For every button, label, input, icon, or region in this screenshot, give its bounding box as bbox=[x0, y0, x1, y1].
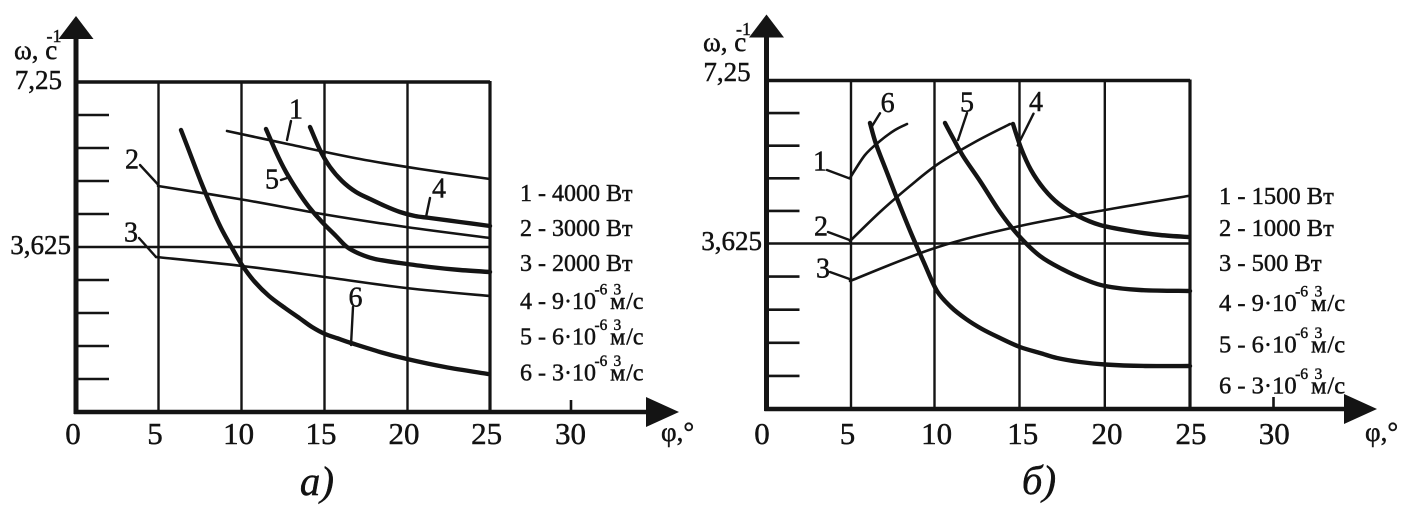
svg-text:0: 0 bbox=[754, 416, 770, 451]
svg-text:5: 5 bbox=[147, 416, 163, 451]
svg-text:ω, c: ω, c bbox=[703, 27, 746, 57]
svg-text:7,25: 7,25 bbox=[15, 65, 62, 95]
svg-text:30: 30 bbox=[555, 416, 586, 451]
svg-text:10: 10 bbox=[223, 416, 254, 451]
svg-text:15: 15 bbox=[1007, 416, 1038, 451]
svg-text:25: 25 bbox=[471, 416, 502, 451]
svg-text:-1: -1 bbox=[736, 19, 751, 39]
svg-text:3: 3 bbox=[816, 254, 830, 285]
svg-text:20: 20 bbox=[1092, 416, 1123, 451]
svg-text:3 - 500 Вт: 3 - 500 Вт bbox=[1219, 250, 1322, 277]
svg-text:2 - 1000 Вт: 2 - 1000 Вт bbox=[1219, 215, 1334, 242]
svg-text:25: 25 bbox=[1176, 416, 1207, 451]
svg-text:5: 5 bbox=[840, 416, 856, 451]
svg-text:3,625: 3,625 bbox=[10, 230, 71, 260]
svg-text:φ,°: φ,° bbox=[661, 417, 694, 447]
svg-text:1: 1 bbox=[289, 95, 303, 126]
svg-text:10: 10 bbox=[921, 416, 952, 451]
svg-text:7,25: 7,25 bbox=[703, 57, 750, 87]
svg-text:15: 15 bbox=[306, 416, 337, 451]
svg-text:30: 30 bbox=[1259, 416, 1290, 451]
svg-text:-1: -1 bbox=[47, 26, 62, 46]
svg-text:6: 6 bbox=[881, 88, 895, 119]
svg-text:1 - 1500 Вт: 1 - 1500 Вт bbox=[1219, 183, 1334, 210]
svg-text:а): а) bbox=[300, 458, 334, 504]
svg-text:1: 1 bbox=[813, 147, 827, 178]
svg-text:5: 5 bbox=[265, 165, 279, 196]
svg-text:3 - 2000 Вт: 3 - 2000 Вт bbox=[520, 251, 633, 277]
svg-text:3: 3 bbox=[124, 218, 138, 249]
svg-text:φ,°: φ,° bbox=[1365, 417, 1398, 447]
svg-text:20: 20 bbox=[389, 416, 420, 451]
svg-text:2: 2 bbox=[125, 145, 139, 176]
svg-text:2 - 3000 Вт: 2 - 3000 Вт bbox=[520, 216, 633, 242]
svg-text:б): б) bbox=[1022, 457, 1056, 503]
svg-text:0: 0 bbox=[65, 416, 81, 451]
svg-text:5: 5 bbox=[960, 88, 974, 119]
svg-text:1 - 4000 Вт: 1 - 4000 Вт bbox=[520, 181, 633, 207]
svg-text:ω, c: ω, c bbox=[14, 35, 57, 65]
svg-text:2: 2 bbox=[814, 212, 828, 243]
svg-text:4: 4 bbox=[432, 174, 446, 205]
svg-text:6: 6 bbox=[349, 283, 363, 314]
svg-text:3,625: 3,625 bbox=[701, 226, 762, 256]
svg-text:4: 4 bbox=[1029, 87, 1043, 118]
